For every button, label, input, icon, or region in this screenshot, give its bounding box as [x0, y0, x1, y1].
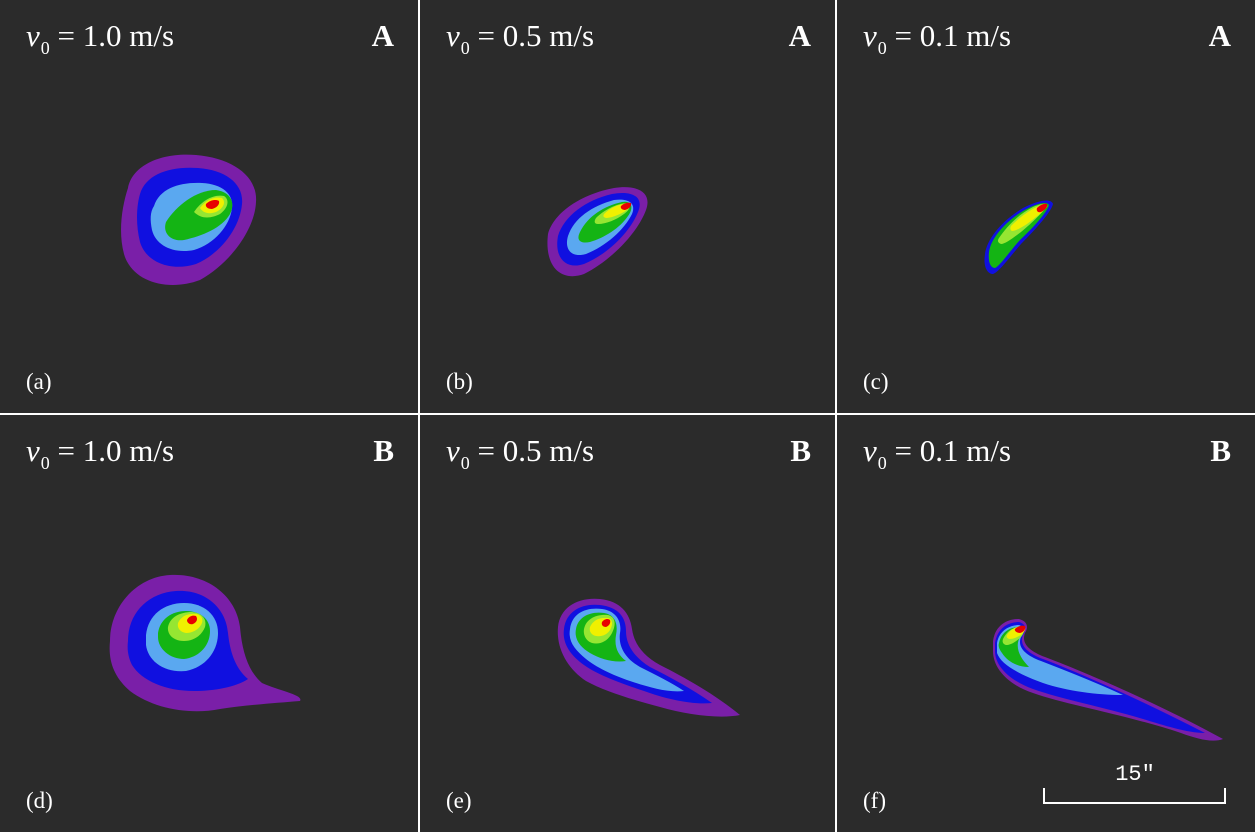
model-label: B: [790, 433, 811, 468]
velocity-label: v0 = 1.0 m/s: [26, 18, 175, 57]
model-label: B: [373, 433, 394, 468]
plume-contour: [109, 574, 301, 712]
plume-contour: [547, 187, 648, 277]
velocity-value: = 0.1 m/s: [886, 18, 1012, 53]
velocity-label: v0 = 0.1 m/s: [863, 18, 1012, 57]
velocity-value: = 1.0 m/s: [49, 18, 175, 53]
velocity-value: = 0.5 m/s: [469, 433, 595, 468]
panel-label: (f): [863, 788, 886, 813]
velocity-label: v0 = 1.0 m/s: [26, 433, 175, 472]
plume-contour: [121, 154, 257, 285]
plume-contour: [557, 598, 740, 717]
scale-bar-line: [1043, 788, 1226, 804]
panel-label: (a): [26, 369, 52, 394]
velocity-symbol: v: [863, 433, 877, 468]
velocity-symbol: v: [863, 18, 877, 53]
model-label: A: [1208, 18, 1231, 53]
panel-c: v0 = 0.1 m/s A (c): [837, 0, 1255, 413]
scale-bar-label: 15": [1115, 762, 1155, 787]
model-label: B: [1210, 433, 1231, 468]
velocity-symbol: v: [446, 18, 460, 53]
velocity-label: v0 = 0.1 m/s: [863, 433, 1012, 472]
panel-e: v0 = 0.5 m/s B (e): [420, 415, 835, 832]
plume-contour: [993, 619, 1223, 741]
velocity-label: v0 = 0.5 m/s: [446, 433, 595, 472]
scale-bar: 15": [1040, 760, 1230, 810]
velocity-value: = 0.5 m/s: [469, 18, 595, 53]
panel-a: v0 = 1.0 m/s A (a): [0, 0, 418, 413]
panel-label: (d): [26, 788, 53, 813]
velocity-label: v0 = 0.5 m/s: [446, 18, 595, 57]
velocity-subscript: 0: [40, 453, 50, 473]
panel-label: (b): [446, 369, 473, 394]
model-label: A: [371, 18, 394, 53]
panel-b: v0 = 0.5 m/s A (b): [420, 0, 835, 413]
velocity-subscript: 0: [40, 38, 50, 58]
velocity-subscript: 0: [877, 453, 887, 473]
velocity-subscript: 0: [460, 453, 470, 473]
velocity-symbol: v: [26, 433, 40, 468]
velocity-symbol: v: [26, 18, 40, 53]
panel-label: (e): [446, 788, 472, 813]
velocity-value: = 0.1 m/s: [886, 433, 1012, 468]
velocity-subscript: 0: [877, 38, 887, 58]
velocity-symbol: v: [446, 433, 460, 468]
panel-f: v0 = 0.1 m/s B (f): [837, 415, 1255, 832]
velocity-subscript: 0: [460, 38, 470, 58]
velocity-value: = 1.0 m/s: [49, 433, 175, 468]
plume-contour: [984, 200, 1053, 274]
panel-d: v0 = 1.0 m/s B (d): [0, 415, 418, 832]
model-label: A: [788, 18, 811, 53]
panel-label: (c): [863, 369, 889, 394]
